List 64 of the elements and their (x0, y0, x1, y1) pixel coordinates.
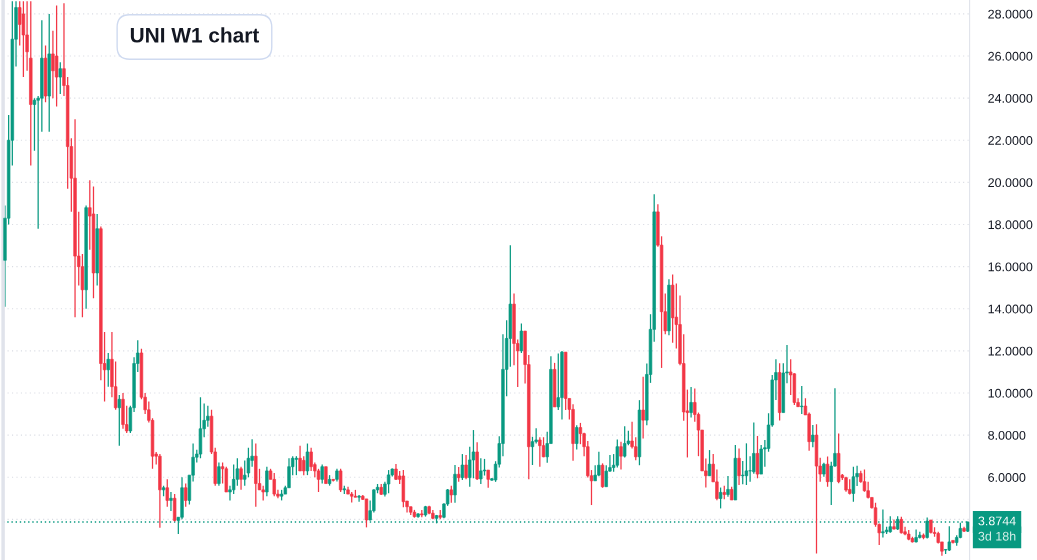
y-tick-label: 22.0000 (988, 136, 1033, 145)
candlestick (294, 455, 299, 476)
y-tick-label: 24.0000 (988, 93, 1033, 103)
candlestick (479, 457, 483, 485)
candlestick (357, 494, 361, 503)
candlestick (597, 451, 601, 477)
candlestick (364, 498, 369, 528)
candlestick (21, 0, 26, 78)
candlestick (741, 460, 745, 485)
candlestick (117, 394, 121, 447)
candlestick (726, 475, 730, 498)
y-tick-label: 26.0000 (988, 51, 1033, 61)
candlestick (169, 491, 173, 512)
candlestick (224, 466, 228, 493)
candlestick (464, 454, 468, 480)
text: UNI W1 chart (130, 27, 260, 43)
candlestick (538, 436, 542, 468)
candlestick (272, 472, 276, 497)
y-tick-label: 10.0000 (988, 388, 1033, 398)
candlestick (519, 322, 524, 354)
candlestick (453, 464, 457, 504)
candlestick (604, 464, 608, 488)
y-tick-label: 14.0000 (988, 304, 1033, 314)
candlestick (744, 442, 749, 486)
candlestick (305, 442, 310, 476)
y-tick-label: 6.0000 (988, 473, 1026, 482)
candlestick (615, 438, 619, 469)
y-tick-label: 28.0000 (988, 9, 1033, 19)
candlestick (58, 61, 62, 95)
candlestick (239, 466, 243, 491)
candlestick (32, 97, 37, 152)
candlestick (737, 447, 741, 486)
candlestick (715, 468, 719, 501)
candlestick (165, 478, 169, 508)
y-tick-label: 16.0000 (988, 262, 1033, 272)
candlestick (811, 424, 815, 448)
candlestick (892, 518, 896, 531)
candlestick (316, 468, 321, 493)
ref-line-label: 3.8744 (978, 516, 1016, 526)
candlestick (265, 466, 269, 497)
candlestick (881, 508, 885, 539)
candlestick (578, 422, 583, 445)
text: 3d 18h (978, 531, 1016, 541)
candlestick (298, 445, 302, 472)
candlestick (217, 461, 221, 487)
candlestick (302, 455, 306, 476)
candlestick (748, 455, 752, 483)
candlestick (530, 436, 535, 466)
candlestick (800, 385, 804, 415)
y-tick-label: 8.0000 (988, 430, 1026, 440)
candlestick (619, 441, 623, 471)
y-tick-label: 20.0000 (988, 178, 1033, 188)
candlestick (575, 424, 579, 451)
y-tick-label: 18.0000 (988, 220, 1033, 230)
candlestick (54, 4, 59, 108)
y-tick-label: 12.0000 (988, 346, 1033, 356)
candlestick (184, 482, 188, 508)
candlestick (600, 462, 605, 489)
candlestick (914, 528, 918, 544)
candlestick (947, 525, 951, 552)
candlestick (106, 352, 110, 388)
candlestick (320, 463, 324, 485)
candlestick (689, 386, 693, 419)
candlestick (641, 376, 645, 440)
